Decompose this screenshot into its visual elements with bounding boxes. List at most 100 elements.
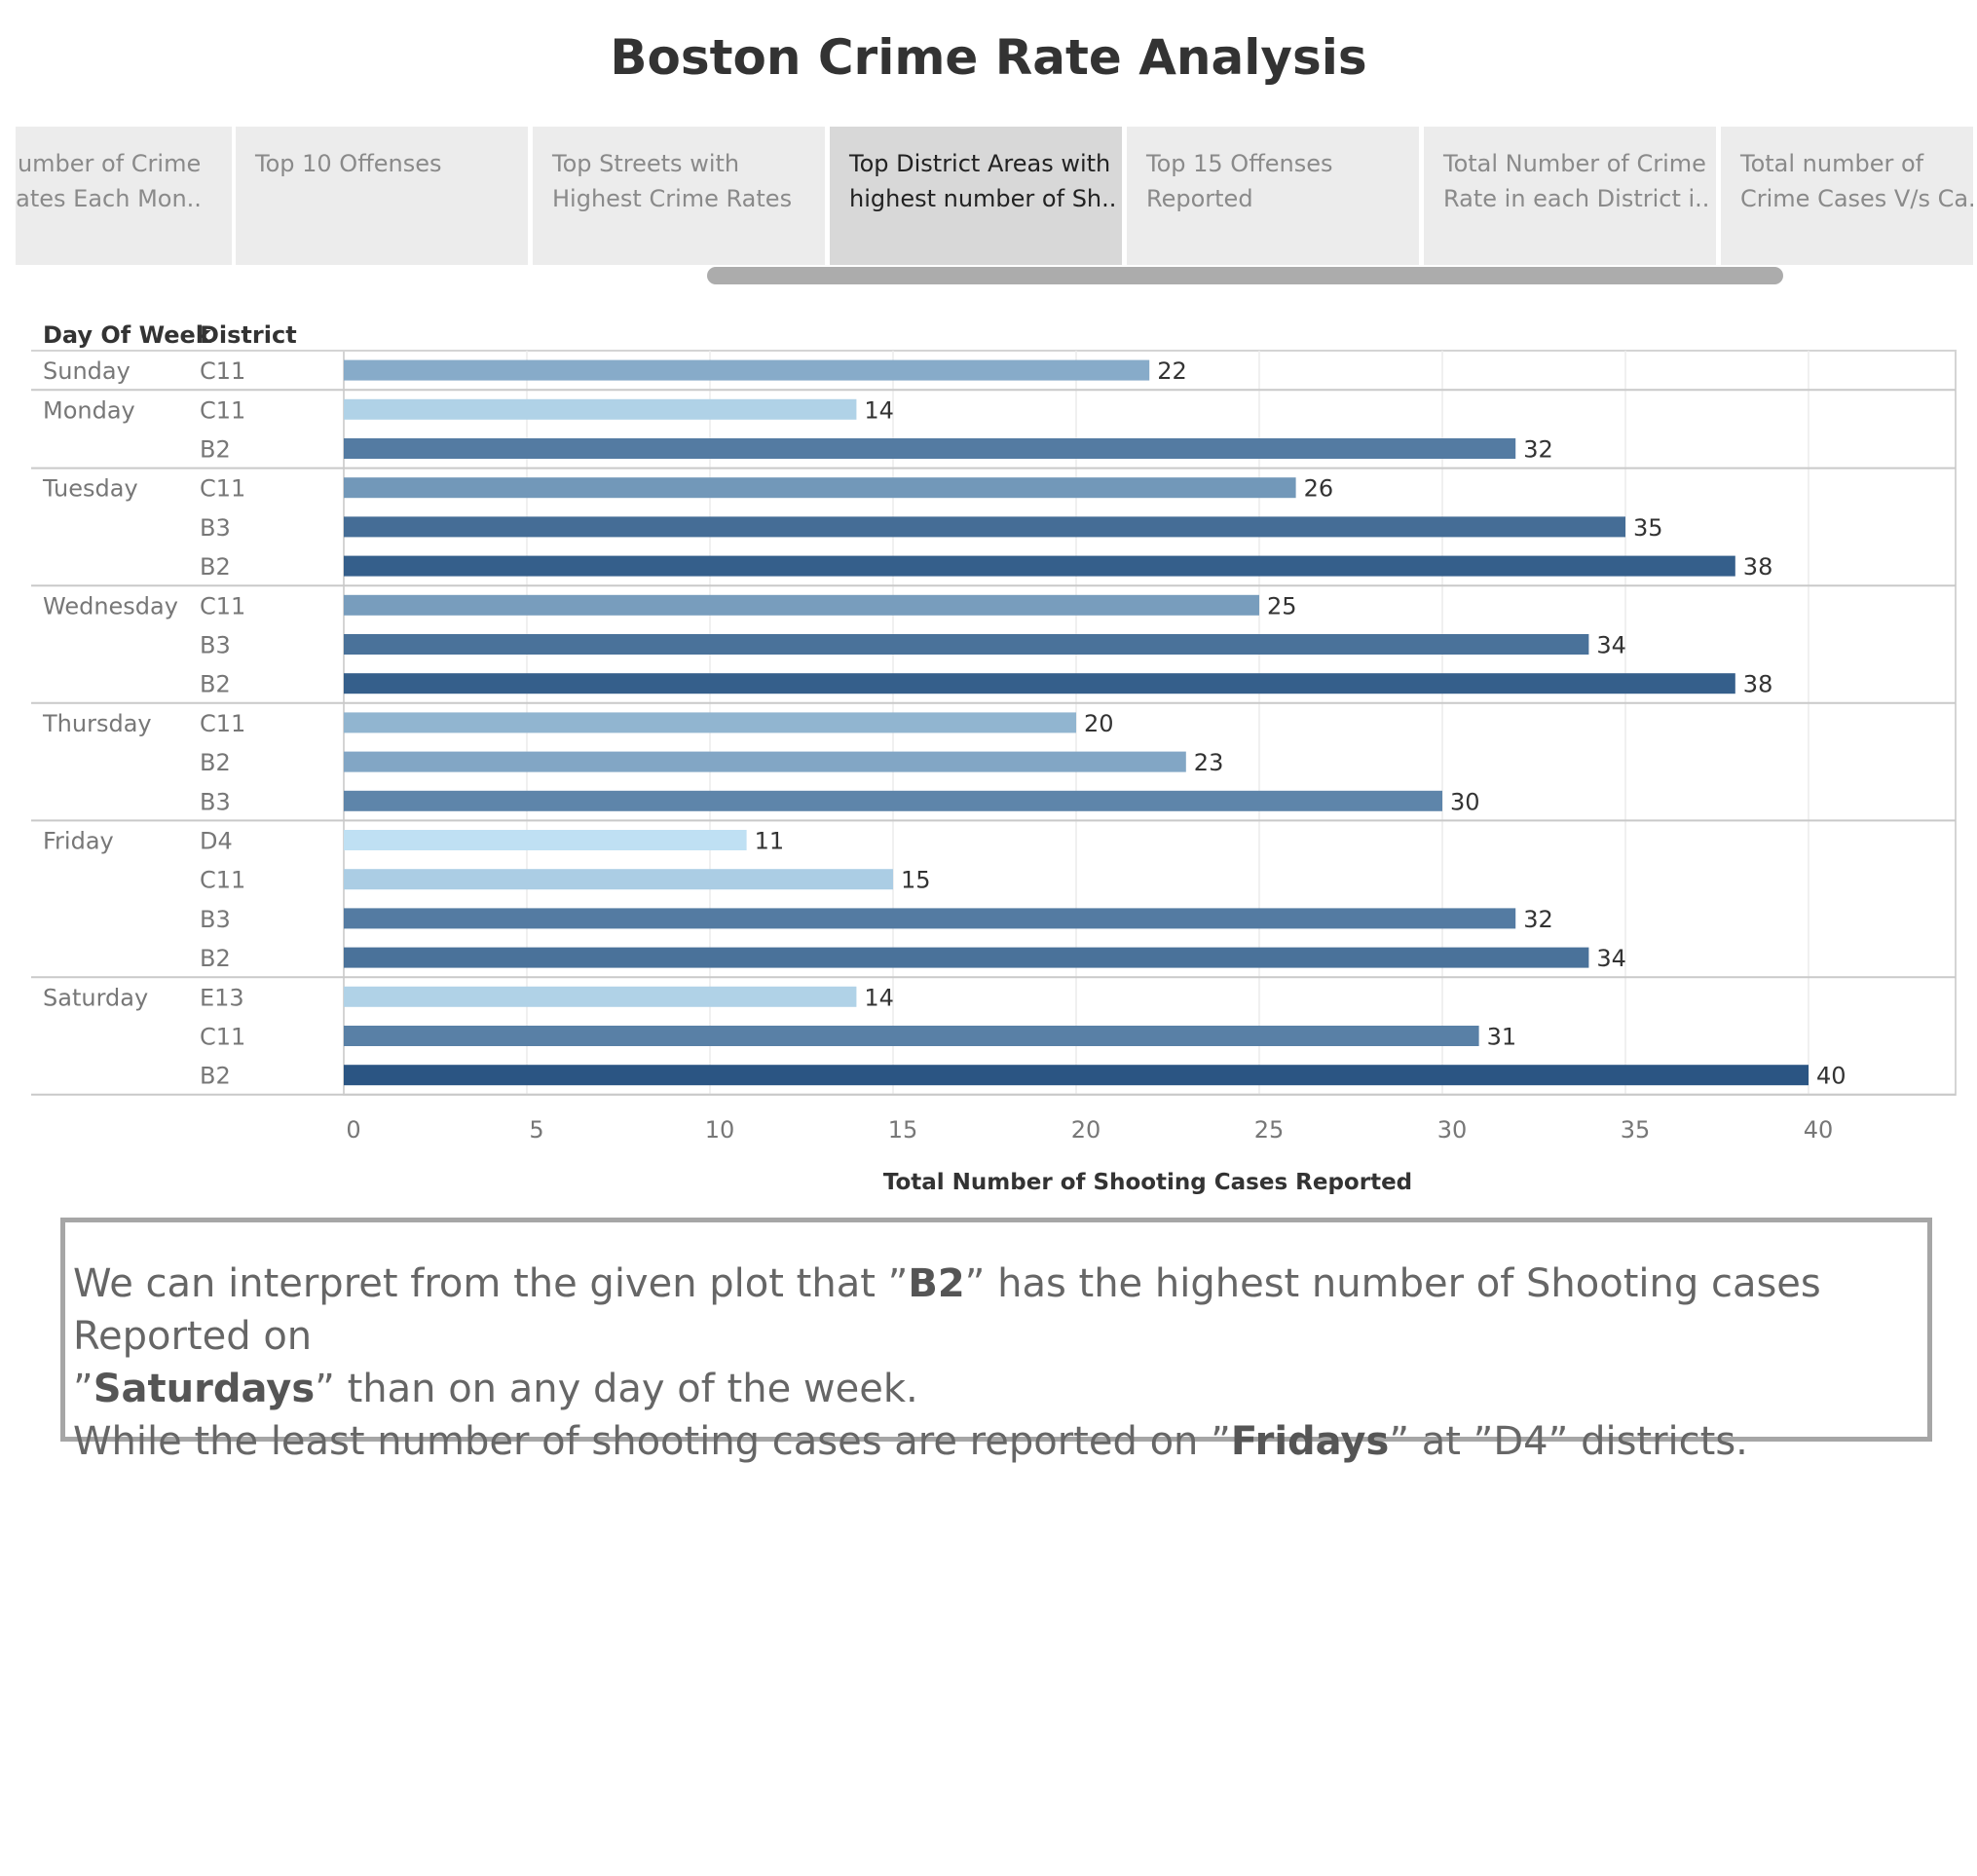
- bar: [344, 1026, 1479, 1046]
- district-label: B2: [200, 436, 231, 464]
- tab-top-district-areas[interactable]: Top District Areas with highest number o…: [830, 127, 1122, 265]
- x-tick-label: 35: [1621, 1116, 1651, 1144]
- tab-label-line1: Top 15 Offenses: [1146, 150, 1333, 177]
- day-label: Thursday: [42, 710, 152, 737]
- day-label: Monday: [43, 396, 135, 424]
- bar-value-label: 31: [1487, 1024, 1517, 1051]
- bar: [344, 438, 1516, 459]
- district-label: C11: [200, 710, 245, 737]
- bar-value-label: 15: [901, 867, 931, 894]
- district-label: C11: [200, 592, 245, 619]
- tab-label-line2: Rate in each District i..: [1443, 185, 1710, 212]
- note-text: ” has the highest number of Shooting cas…: [73, 1261, 1821, 1359]
- bar: [344, 594, 1259, 616]
- day-label: Tuesday: [42, 475, 138, 503]
- bar: [344, 634, 1589, 655]
- day-label: Wednesday: [43, 592, 178, 619]
- bar-value-label: 32: [1523, 436, 1553, 464]
- note-text: While the least number of shooting cases…: [73, 1419, 1231, 1464]
- x-tick-label: 5: [529, 1116, 543, 1144]
- bar-value-label: 14: [864, 984, 894, 1011]
- bar: [344, 986, 857, 1007]
- bar: [344, 477, 1296, 499]
- tab-top-streets[interactable]: Top Streets with Highest Crime Rates: [533, 127, 825, 265]
- tab-total-crime-cases-vs[interactable]: Total number of Crime Cases V/s Ca..: [1721, 127, 1973, 265]
- district-label: C11: [200, 357, 245, 385]
- tab-label-line2: Reported: [1146, 185, 1253, 212]
- bar: [344, 830, 747, 850]
- bar-value-label: 35: [1633, 514, 1663, 542]
- bar: [344, 398, 857, 420]
- bar-value-label: 30: [1450, 788, 1480, 815]
- bar-value-label: 34: [1596, 632, 1626, 659]
- story-tab-bar: Number of Crime Rates Each Mon.. Top 10 …: [16, 127, 1973, 265]
- tab-top-15-offenses[interactable]: Top 15 Offenses Reported: [1127, 127, 1419, 265]
- bar: [344, 751, 1186, 772]
- district-label: D4: [200, 828, 233, 855]
- district-label: B3: [200, 632, 231, 659]
- x-tick-label: 30: [1437, 1116, 1468, 1144]
- bar-value-label: 22: [1157, 357, 1187, 385]
- note-emphasis: B2: [908, 1261, 965, 1306]
- tab-label-line1: Top Streets with: [552, 150, 740, 177]
- bar: [344, 790, 1442, 811]
- bar: [344, 947, 1589, 968]
- district-label: B2: [200, 945, 231, 972]
- tab-scrollbar[interactable]: [707, 267, 1783, 284]
- tab-total-crime-rate-each-district[interactable]: Total Number of Crime Rate in each Distr…: [1424, 127, 1716, 265]
- bar: [344, 555, 1735, 577]
- tab-scrollbar-thumb[interactable]: [707, 267, 1783, 284]
- district-label: C11: [200, 475, 245, 503]
- note-line-2: ”Saturdays” than on any day of the week.: [73, 1363, 1920, 1415]
- bar: [344, 359, 1150, 381]
- note-text: ” than on any day of the week.: [315, 1367, 918, 1411]
- note-text: We can interpret from the given plot tha…: [73, 1261, 909, 1306]
- bar-value-label: 14: [864, 396, 894, 424]
- note-emphasis: Saturdays: [93, 1367, 316, 1411]
- x-tick-label: 20: [1071, 1116, 1101, 1144]
- bar: [344, 869, 893, 890]
- district-label: E13: [200, 984, 244, 1011]
- x-tick-label: 15: [888, 1116, 918, 1144]
- bar-value-label: 34: [1596, 945, 1626, 972]
- district-label: B2: [200, 749, 231, 776]
- x-tick-label: 25: [1254, 1116, 1285, 1144]
- x-axis-title: Total Number of Shooting Cases Reported: [883, 1170, 1412, 1195]
- note-line-3: While the least number of shooting cases…: [73, 1415, 1920, 1468]
- bar-value-label: 38: [1743, 553, 1773, 581]
- tab-label-line1: Top 10 Offenses: [255, 150, 442, 177]
- district-label: C11: [200, 396, 245, 424]
- district-label: B3: [200, 788, 231, 815]
- day-of-week-header: Day Of Week: [43, 321, 211, 349]
- district-label: B3: [200, 514, 231, 542]
- note-text: ”: [73, 1367, 93, 1411]
- bar-value-label: 20: [1084, 710, 1114, 737]
- tab-label-line1: Total number of: [1740, 150, 1924, 177]
- bar: [344, 712, 1076, 733]
- district-label: C11: [200, 1024, 245, 1051]
- tab-label-line1: Top District Areas with: [849, 150, 1111, 177]
- interpretation-note: We can interpret from the given plot tha…: [60, 1218, 1932, 1464]
- bar-value-label: 38: [1743, 671, 1773, 698]
- tab-label-line1: Total Number of Crime: [1443, 150, 1706, 177]
- tab-top-10-offenses[interactable]: Top 10 Offenses: [236, 127, 528, 265]
- dashboard-title: Boston Crime Rate Analysis: [610, 29, 1367, 86]
- tab-crime-rates-each-month[interactable]: Number of Crime Rates Each Mon..: [16, 127, 232, 265]
- tab-label-line2: Crime Cases V/s Ca..: [1740, 185, 1973, 212]
- bar: [344, 673, 1735, 694]
- bar-value-label: 25: [1267, 592, 1297, 619]
- day-label: Sunday: [43, 357, 131, 385]
- bar-value-label: 11: [755, 828, 785, 855]
- bar-value-label: 40: [1816, 1063, 1846, 1090]
- bar: [344, 908, 1516, 929]
- district-label: B3: [200, 906, 231, 933]
- tab-label-line2: Highest Crime Rates: [552, 185, 793, 212]
- x-tick-label: 40: [1804, 1116, 1834, 1144]
- x-tick-label: 0: [346, 1116, 360, 1144]
- district-label: B2: [200, 671, 231, 698]
- note-text: ” at ”D4” districts.: [1389, 1419, 1748, 1464]
- bar-value-label: 32: [1523, 906, 1553, 933]
- bar-chart: 0 5 10 15 20 25 30 35 40 Total Number of Shooting…: [31, 350, 1957, 1195]
- district-label: C11: [200, 867, 245, 894]
- bar: [344, 516, 1625, 538]
